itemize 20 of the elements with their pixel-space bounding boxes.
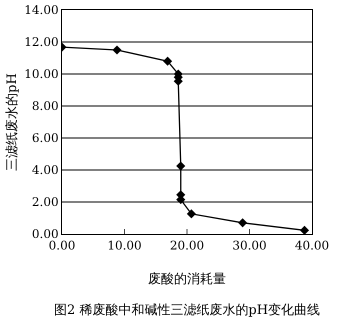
x-tick-label: 10.00 [107, 238, 142, 252]
y-tick-label: 8.00 [32, 99, 59, 114]
y-tick-label: 4.00 [32, 163, 59, 178]
caption: 图2 稀废酸中和碱性三滤纸废水的pH变化曲线 [54, 303, 320, 318]
x-tick-label: 40.00 [294, 238, 330, 252]
x-tick-label: 20.00 [170, 238, 204, 252]
point [238, 218, 248, 228]
point [176, 161, 186, 171]
point [112, 45, 122, 55]
point [300, 226, 310, 234]
y-tick-label: 10.00 [24, 67, 59, 82]
point [186, 209, 196, 218]
y-tick-label: 12.00 [24, 35, 59, 50]
x-axis-title: 废酸的消耗量 [148, 272, 226, 287]
y-tick-label: 2.00 [32, 195, 59, 210]
y-tick-label: 14.00 [24, 3, 59, 18]
y-tick-label: 6.00 [32, 131, 59, 146]
y-axis-title: 三滤纸废水的pH [5, 73, 20, 171]
x-tick-label: 30.00 [232, 238, 267, 252]
point [163, 56, 172, 66]
